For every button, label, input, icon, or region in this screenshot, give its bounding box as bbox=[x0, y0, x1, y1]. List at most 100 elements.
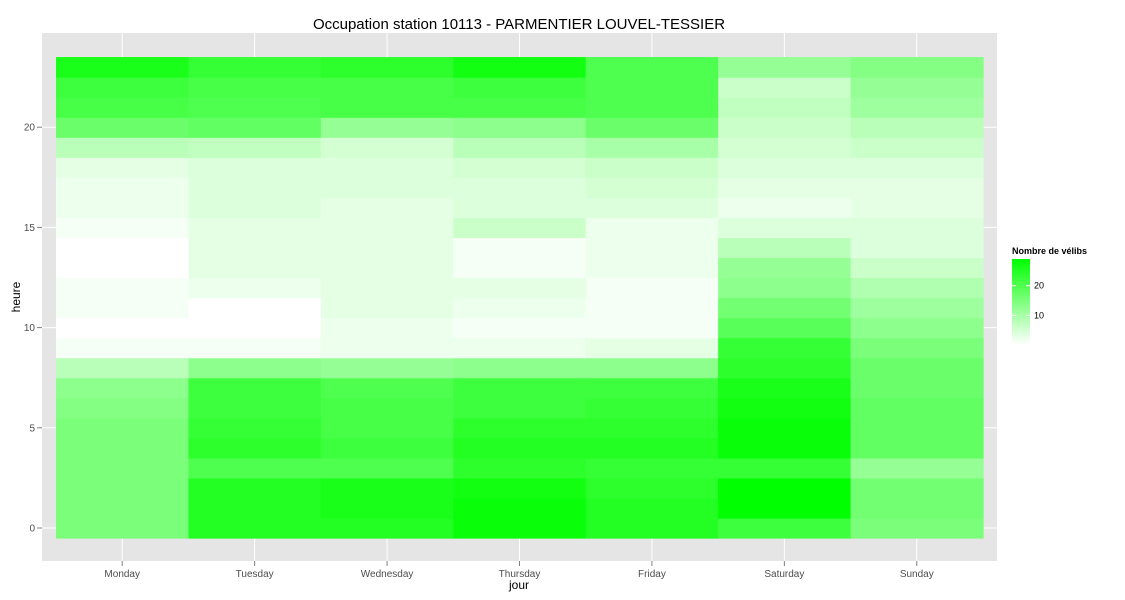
x-tick-label: Monday bbox=[104, 569, 140, 580]
heatmap-cell bbox=[56, 237, 190, 259]
heatmap-cell bbox=[585, 197, 719, 218]
y-tick-label: 0 bbox=[29, 524, 35, 535]
heatmap-cell bbox=[453, 517, 587, 539]
heatmap-cell bbox=[850, 337, 984, 359]
heatmap-cell bbox=[188, 377, 322, 399]
heatmap-cell bbox=[585, 237, 719, 259]
x-tick-label: Saturday bbox=[764, 569, 804, 580]
heatmap-cell bbox=[850, 397, 984, 419]
heatmap-cell bbox=[320, 497, 454, 519]
heatmap-cell bbox=[718, 317, 852, 339]
heatmap-cell bbox=[320, 237, 454, 259]
heatmap-cell bbox=[453, 117, 587, 138]
heatmap-cell bbox=[850, 257, 984, 279]
heatmap-cell bbox=[320, 317, 454, 339]
heatmap-cell bbox=[718, 477, 852, 499]
heatmap-cell bbox=[718, 337, 852, 359]
heatmap-cell bbox=[585, 97, 719, 118]
heatmap-cell bbox=[56, 337, 190, 359]
heatmap-cell bbox=[718, 137, 852, 158]
heatmap-cell bbox=[320, 197, 454, 218]
heatmap-cells bbox=[56, 57, 984, 539]
heatmap-cell bbox=[585, 397, 719, 419]
heatmap-cell bbox=[718, 417, 852, 439]
heatmap-cell bbox=[56, 377, 190, 399]
x-tick-label: Sunday bbox=[900, 569, 934, 580]
chart-title: Occupation station 10113 - PARMENTIER LO… bbox=[313, 16, 725, 33]
heatmap-cell bbox=[453, 237, 587, 259]
heatmap-cell bbox=[718, 177, 852, 198]
heatmap-cell bbox=[188, 237, 322, 259]
heatmap-cell bbox=[56, 397, 190, 419]
heatmap-cell bbox=[188, 137, 322, 158]
heatmap-cell bbox=[850, 357, 984, 379]
x-tick-label: Tuesday bbox=[236, 569, 274, 580]
heatmap-cell bbox=[320, 137, 454, 158]
heatmap-cell bbox=[453, 157, 587, 178]
heatmap-cell bbox=[56, 137, 190, 158]
heatmap-cell bbox=[453, 317, 587, 339]
heatmap-cell bbox=[453, 217, 587, 239]
heatmap-cell bbox=[850, 277, 984, 299]
heatmap-cell bbox=[718, 297, 852, 319]
heatmap-cell bbox=[56, 277, 190, 299]
heatmap-cell bbox=[188, 417, 322, 439]
heatmap-cell bbox=[453, 177, 587, 198]
heatmap-cell bbox=[585, 437, 719, 459]
heatmap-cell bbox=[320, 357, 454, 379]
heatmap-cell bbox=[718, 357, 852, 379]
heatmap-cell bbox=[453, 497, 587, 519]
heatmap-cell bbox=[718, 257, 852, 279]
y-tick-label: 20 bbox=[24, 123, 36, 134]
heatmap-cell bbox=[850, 377, 984, 399]
heatmap-cell bbox=[718, 457, 852, 479]
heatmap-cell bbox=[453, 277, 587, 299]
heatmap-cell bbox=[56, 257, 190, 279]
heatmap-cell bbox=[585, 377, 719, 399]
heatmap-cell bbox=[453, 137, 587, 158]
heatmap-cell bbox=[718, 237, 852, 259]
heatmap-cell bbox=[585, 137, 719, 158]
heatmap-cell bbox=[56, 117, 190, 138]
heatmap-cell bbox=[320, 437, 454, 459]
heatmap-cell bbox=[320, 377, 454, 399]
legend-title: Nombre de vélibs bbox=[1012, 246, 1087, 256]
heatmap-cell bbox=[188, 397, 322, 419]
y-tick-label: 5 bbox=[29, 423, 35, 434]
heatmap-cell bbox=[320, 397, 454, 419]
x-tick-label: Friday bbox=[638, 569, 666, 580]
heatmap-cell bbox=[320, 177, 454, 198]
heatmap-cell bbox=[188, 157, 322, 178]
heatmap-cell bbox=[188, 177, 322, 198]
heatmap-cell bbox=[56, 357, 190, 379]
heatmap-cell bbox=[320, 57, 454, 78]
heatmap-cell bbox=[56, 177, 190, 198]
heatmap-cell bbox=[320, 297, 454, 319]
heatmap-cell bbox=[453, 57, 587, 78]
heatmap-cell bbox=[585, 497, 719, 519]
heatmap-cell bbox=[320, 77, 454, 98]
heatmap-cell bbox=[188, 57, 322, 78]
heatmap-cell bbox=[453, 257, 587, 279]
heatmap-cell bbox=[56, 97, 190, 118]
heatmap-cell bbox=[718, 97, 852, 118]
heatmap-cell bbox=[188, 437, 322, 459]
heatmap-cell bbox=[453, 397, 587, 419]
heatmap-cell bbox=[56, 297, 190, 319]
x-axis: Monday Tuesday Wednesday Thursday Friday Satu… bbox=[104, 561, 934, 580]
heatmap-cell bbox=[850, 477, 984, 499]
legend-tick-label: 10 bbox=[1034, 310, 1044, 320]
heatmap-cell bbox=[718, 157, 852, 178]
x-tick-label: Wednesday bbox=[361, 569, 414, 580]
heatmap-cell bbox=[188, 257, 322, 279]
heatmap-cell bbox=[188, 97, 322, 118]
heatmap-cell bbox=[850, 157, 984, 178]
heatmap-cell bbox=[188, 277, 322, 299]
heatmap-cell bbox=[585, 317, 719, 339]
heatmap-cell bbox=[850, 517, 984, 539]
heatmap-cell bbox=[453, 377, 587, 399]
heatmap-cell bbox=[585, 157, 719, 178]
heatmap-cell bbox=[718, 197, 852, 218]
heatmap-cell bbox=[850, 77, 984, 98]
